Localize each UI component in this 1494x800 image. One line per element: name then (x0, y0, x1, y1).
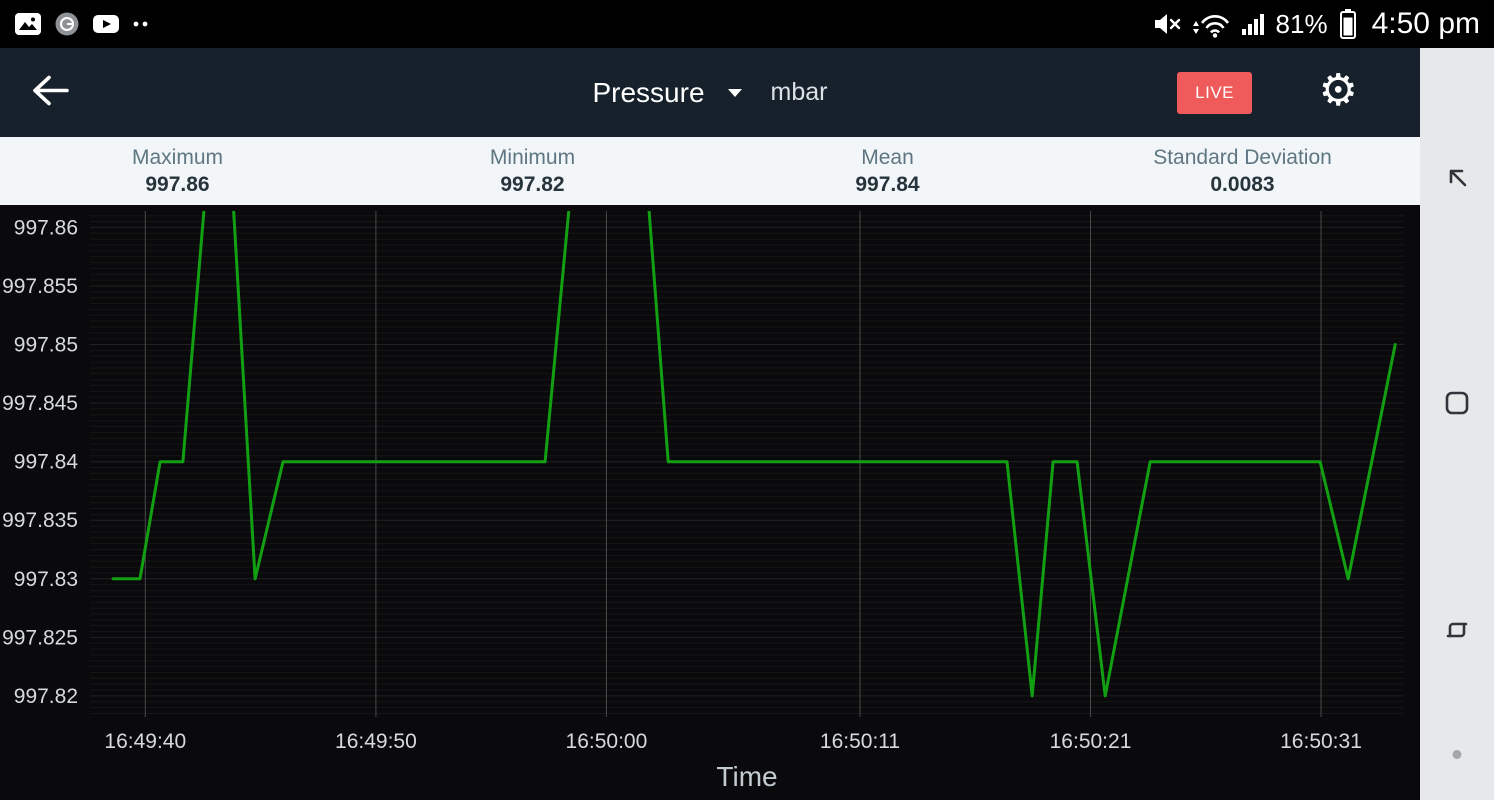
x-tick-label: 16:49:50 (335, 730, 417, 753)
stats-bar: Maximum 997.86 Minimum 997.82 Mean 997.8… (0, 137, 1420, 205)
pressure-chart[interactable]: 997.86 997.855 997.85 997.845 997.84 997.835 9… (0, 205, 1420, 800)
status-bar: 81% 4:50 pm (0, 0, 1494, 48)
x-tick-label: 16:49:40 (104, 730, 186, 753)
y-tick-label: 997.83 (14, 568, 78, 591)
gear-icon[interactable]: ⚙ (1318, 65, 1358, 115)
x-tick-label: 16:50:31 (1280, 730, 1362, 753)
stat-value: 997.84 (855, 172, 920, 196)
pressure-line (111, 211, 1397, 698)
x-tick-label: 16:50:00 (566, 730, 648, 753)
y-tick-label: 997.825 (2, 626, 78, 649)
stat-value: 0.0083 (1210, 172, 1275, 196)
chart-svg: 997.86 997.855 997.85 997.845 997.84 997.835 9… (2, 211, 1404, 792)
stat-minimum: Minimum 997.82 (355, 146, 710, 197)
nav-recents-icon[interactable] (1435, 608, 1479, 657)
y-tick-label: 997.86 (14, 216, 78, 239)
nav-back-icon[interactable] (1435, 154, 1479, 203)
unit-label: mbar (770, 78, 828, 106)
battery-icon (1338, 8, 1358, 40)
status-clock: 4:50 pm (1371, 7, 1480, 40)
navigation-bar (1420, 48, 1494, 800)
sensor-name: Pressure (592, 76, 705, 108)
x-tick-label: 16:50:11 (820, 730, 900, 753)
y-tick-label: 997.84 (14, 451, 79, 474)
app-content: Pressure mbar LIVE ⚙ Maximum 997.86 Mini (0, 48, 1420, 800)
status-notification-icons (14, 11, 152, 37)
sensor-selector[interactable]: Pressure (592, 77, 742, 109)
y-tick-label: 997.855 (2, 275, 78, 298)
stat-value: 997.82 (500, 172, 565, 196)
more-icon (132, 20, 152, 28)
live-button[interactable]: LIVE (1177, 71, 1252, 114)
y-tick-label: 997.845 (2, 392, 78, 415)
stat-mean: Mean 997.84 (710, 146, 1065, 197)
logo-icon (54, 11, 80, 37)
y-tick-label: 997.835 (2, 509, 78, 532)
stat-value: 997.86 (145, 172, 210, 196)
nav-handle-dot[interactable] (1452, 750, 1462, 759)
nav-home-icon[interactable] (1435, 381, 1479, 430)
wifi-icon (1192, 10, 1230, 38)
title-group: Pressure mbar (0, 48, 1420, 137)
back-button[interactable] (26, 71, 72, 114)
stat-label: Minimum (489, 145, 576, 169)
time-axis-title: Time (716, 761, 777, 792)
mute-icon (1152, 10, 1182, 38)
stat-label: Maximum (131, 145, 223, 169)
stat-label: Standard Deviation (1153, 145, 1332, 169)
youtube-icon (92, 12, 120, 36)
stat-standard-deviation: Standard Deviation 0.0083 (1065, 146, 1420, 197)
app-bar: Pressure mbar LIVE ⚙ (0, 48, 1420, 137)
stat-maximum: Maximum 997.86 (0, 146, 355, 197)
chevron-down-icon (727, 88, 743, 98)
status-system-icons: 81% 4:50 pm (1152, 7, 1480, 41)
gallery-icon (14, 12, 42, 36)
battery-percent: 81% (1275, 8, 1328, 39)
y-tick-label: 997.82 (14, 685, 78, 708)
x-tick-label: 16:50:21 (1050, 730, 1132, 753)
stat-label: Mean (861, 145, 914, 169)
signal-icon (1240, 11, 1266, 37)
y-tick-label: 997.85 (14, 334, 78, 357)
